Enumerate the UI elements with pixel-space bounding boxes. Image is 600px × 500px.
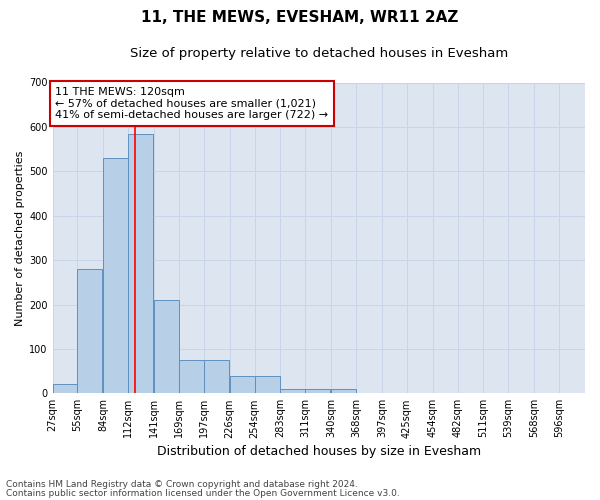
Bar — [305, 389, 331, 394]
Bar — [154, 300, 179, 394]
Text: 11, THE MEWS, EVESHAM, WR11 2AZ: 11, THE MEWS, EVESHAM, WR11 2AZ — [142, 10, 458, 25]
Text: Contains public sector information licensed under the Open Government Licence v3: Contains public sector information licen… — [6, 488, 400, 498]
Bar — [103, 158, 128, 394]
Bar — [53, 384, 77, 394]
Y-axis label: Number of detached properties: Number of detached properties — [15, 150, 25, 326]
Bar — [179, 360, 204, 394]
Bar — [204, 360, 229, 394]
Bar — [280, 389, 305, 394]
Bar — [77, 269, 103, 394]
Bar — [230, 376, 254, 394]
Bar — [128, 134, 153, 394]
Text: Contains HM Land Registry data © Crown copyright and database right 2024.: Contains HM Land Registry data © Crown c… — [6, 480, 358, 489]
Text: 11 THE MEWS: 120sqm
← 57% of detached houses are smaller (1,021)
41% of semi-det: 11 THE MEWS: 120sqm ← 57% of detached ho… — [55, 87, 328, 120]
Bar — [331, 389, 356, 394]
Title: Size of property relative to detached houses in Evesham: Size of property relative to detached ho… — [130, 48, 508, 60]
X-axis label: Distribution of detached houses by size in Evesham: Distribution of detached houses by size … — [157, 444, 481, 458]
Bar — [254, 376, 280, 394]
